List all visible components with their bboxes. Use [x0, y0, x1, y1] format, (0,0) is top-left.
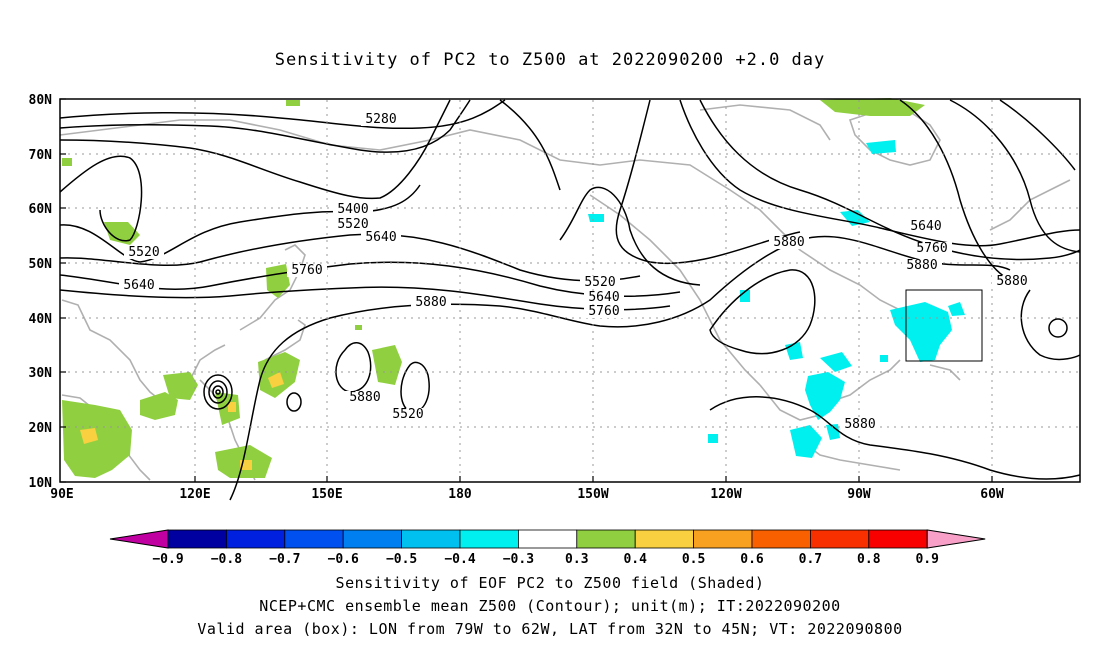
contour-label: 5880	[996, 274, 1027, 289]
contour-label: 5640	[365, 230, 396, 245]
valid-area-box	[905, 289, 983, 362]
map-title: Sensitivity of PC2 to Z500 at 2022090200…	[274, 50, 826, 70]
tick-marks	[60, 98, 993, 483]
lat-label: 50N	[29, 257, 53, 272]
colorbar-swatch	[225, 529, 286, 549]
contour-label-bg	[119, 279, 159, 292]
longitude-labels: 90E 120E 150E 180 150W 120W 90W 60W	[50, 487, 1004, 502]
contour-label: 5520	[337, 217, 368, 232]
colorbar-level-label: 0.3	[565, 552, 588, 567]
contour-label-bg	[333, 218, 373, 231]
contour-label-bg	[361, 113, 401, 126]
colorbar-swatch	[810, 529, 870, 549]
lat-label: 20N	[29, 421, 53, 436]
contour-label-bg	[411, 296, 451, 309]
contour-labels: 5280540055205640552056405760588055205640…	[119, 112, 1032, 432]
contour-label: 5640	[910, 219, 941, 234]
contour-label: 5760	[588, 304, 619, 319]
lat-label: 30N	[29, 366, 53, 381]
colorbar-level-label: 0.6	[740, 552, 764, 567]
contour-label: 5760	[916, 241, 947, 256]
contour-label: 5880	[349, 390, 380, 405]
contour-label-bg	[124, 246, 164, 259]
lon-label: 60W	[980, 487, 1004, 502]
contour-label: 5280	[365, 112, 396, 127]
colorbar-max-arrow	[926, 529, 986, 549]
contour-label-bg	[769, 236, 809, 249]
contour-label: 5880	[773, 235, 804, 250]
colorbar-swatch	[634, 529, 695, 549]
negative-shading	[588, 140, 965, 458]
colorbar: −0.9 −0.8 −0.7 −0.6 −0.5 −0.4 −0.3 0.3 0.4 0.5 0.6…	[109, 529, 986, 567]
z500-contours	[59, 99, 1081, 501]
lon-label: 180	[448, 487, 472, 502]
colorbar-swatch	[401, 529, 461, 549]
contour-label-bg	[580, 276, 620, 289]
colorbar-level-label: −0.5	[386, 552, 417, 567]
colorbar-swatch	[518, 529, 578, 549]
contour-label-bg	[584, 305, 624, 318]
colorbar-level-label: −0.9	[152, 552, 183, 567]
colorbar-swatch	[576, 529, 636, 549]
colorbar-swatch	[693, 529, 753, 549]
contour-label: 5760	[291, 263, 322, 278]
contour-label-bg	[902, 259, 942, 272]
contour-label: 5880	[844, 417, 875, 432]
colorbar-swatch	[459, 529, 519, 549]
colorbar-level-label: −0.7	[269, 552, 300, 567]
colorbar-min-arrow	[109, 529, 169, 549]
colorbar-level-label: 0.7	[799, 552, 822, 567]
contour-label-bg	[912, 242, 952, 255]
contour-label: 5880	[415, 295, 446, 310]
lat-label: 40N	[29, 312, 53, 327]
colorbar-level-label: 0.5	[682, 552, 705, 567]
lat-label: 70N	[29, 148, 53, 163]
colorbar-level-label: 0.8	[857, 552, 881, 567]
colorbar-swatch	[751, 529, 811, 549]
contour-label-bg	[287, 264, 327, 277]
contour-label: 5400	[337, 202, 368, 217]
colorbar-swatch	[284, 529, 344, 549]
contour-label: 5520	[584, 275, 615, 290]
lat-label: 10N	[29, 476, 53, 491]
contour-label: 5880	[906, 258, 937, 273]
latitude-labels: 80N 70N 60N 50N 40N 30N 20N 10N	[29, 93, 53, 491]
colorbar-swatch	[342, 529, 403, 549]
lon-label: 120E	[179, 487, 210, 502]
positive-mid-shading	[80, 372, 284, 470]
colorbar-level-label: −0.8	[211, 552, 242, 567]
colorbar-level-label: 0.4	[623, 552, 647, 567]
lon-label: 120W	[710, 487, 741, 502]
lon-label: 150W	[577, 487, 608, 502]
contour-label: 5520	[392, 407, 423, 422]
contour-label-bg	[840, 418, 880, 431]
colorbar-swatch	[868, 529, 928, 549]
contour-label-bg	[361, 231, 401, 244]
coastlines	[59, 104, 1071, 481]
lat-label: 80N	[29, 93, 53, 108]
lon-label: 90E	[50, 487, 73, 502]
caption-shading: Sensitivity of EOF PC2 to Z500 field (Sh…	[335, 574, 765, 592]
lon-label: 150E	[311, 487, 342, 502]
contour-label-bg	[992, 275, 1032, 288]
contour-label: 5520	[128, 245, 159, 260]
caption-contour: NCEP+CMC ensemble mean Z500 (Contour); u…	[259, 597, 841, 615]
colorbar-level-label: −0.3	[503, 552, 534, 567]
lon-label: 90W	[847, 487, 871, 502]
contour-label: 5640	[123, 278, 154, 293]
colorbar-level-label: 0.9	[915, 552, 938, 567]
contour-label-bg	[906, 220, 946, 233]
colorbar-level-label: −0.6	[328, 552, 359, 567]
contour-label-bg	[584, 291, 624, 304]
contour-label-bg	[333, 203, 373, 216]
caption-valid-area: Valid area (box): LON from 79W to 62W, L…	[197, 620, 903, 638]
colorbar-swatch	[167, 529, 227, 549]
contour-label: 5640	[588, 290, 619, 305]
contour-label-bg	[388, 408, 428, 421]
lat-label: 60N	[29, 202, 53, 217]
map-frame	[59, 98, 1081, 483]
contour-label-bg	[345, 391, 385, 404]
colorbar-level-label: −0.4	[444, 552, 475, 567]
